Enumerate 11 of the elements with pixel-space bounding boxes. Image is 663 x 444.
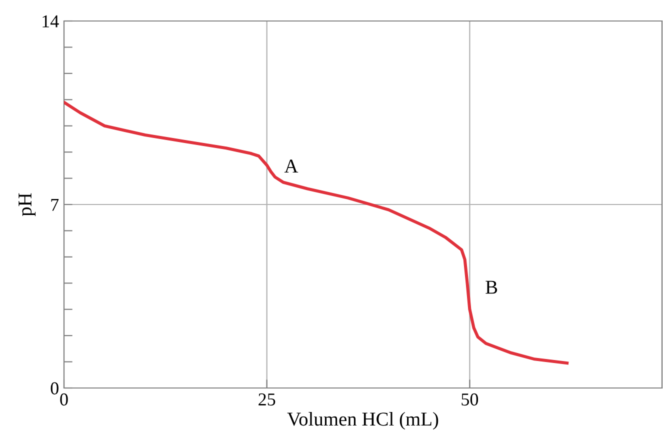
y-tick-label: 7 xyxy=(51,198,59,211)
y-axis-title: pH xyxy=(18,193,36,216)
y-tick-label: 0 xyxy=(50,382,58,394)
x-tick-label: 25 xyxy=(258,393,276,406)
x-tick-label: 0 xyxy=(60,393,68,406)
y-tick-label: 14 xyxy=(42,15,59,28)
annotation: A xyxy=(284,160,298,172)
x-axis-title: Volumen HCl (mL) xyxy=(287,412,438,430)
line-series xyxy=(64,100,569,365)
x-tick-label: 50 xyxy=(462,393,478,406)
annotation: B xyxy=(486,280,498,294)
